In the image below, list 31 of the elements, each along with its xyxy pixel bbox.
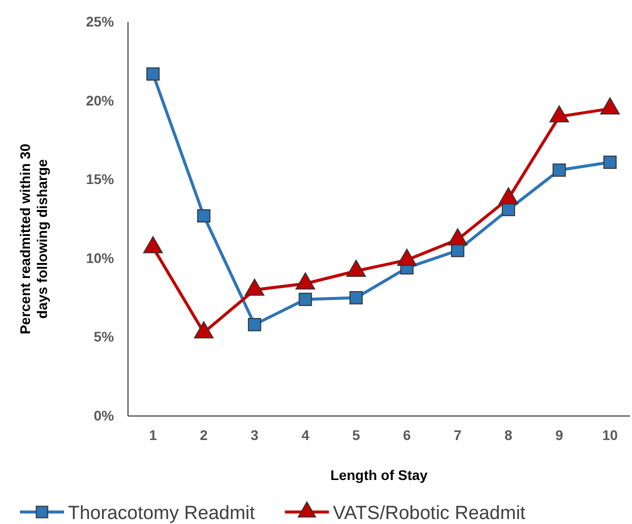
point: [603, 156, 617, 169]
x-tick-label: 9: [555, 426, 564, 443]
legend-label: Thoracotomy Readmit: [68, 503, 256, 524]
legend-label: VATS/Robotic Readmit: [332, 503, 526, 524]
y-tick-label: 15%: [86, 171, 115, 188]
y-tick-label: 25%: [86, 13, 115, 30]
x-axis-title: Length of Stay: [330, 467, 428, 483]
x-tick-label: 3: [250, 426, 259, 443]
point: [346, 260, 366, 277]
point: [197, 209, 210, 222]
x-tick-label: 1: [149, 426, 158, 443]
x-tick-label: 8: [504, 426, 513, 443]
y-tick-label: 5%: [94, 328, 115, 345]
y-axis-title: Percent readmitted within 30 days following disharge: [17, 143, 50, 334]
x-tick-label: 6: [402, 426, 411, 443]
point: [397, 248, 417, 266]
y-tick-label: 10%: [86, 250, 115, 266]
x-tick-label: 5: [352, 426, 360, 443]
y-tick-label: 20%: [86, 92, 115, 108]
x-tick-label: 7: [454, 426, 462, 443]
x-tick-label: 2: [200, 426, 208, 443]
point: [448, 228, 468, 246]
point: [296, 272, 316, 290]
point: [143, 236, 163, 254]
point: [146, 67, 160, 81]
point: [244, 278, 264, 296]
point: [552, 164, 566, 177]
y-tick-label: 0%: [94, 407, 115, 424]
point: [194, 321, 214, 338]
x-tick-label: 10: [602, 426, 618, 443]
x-tick-label: 4: [301, 426, 310, 443]
